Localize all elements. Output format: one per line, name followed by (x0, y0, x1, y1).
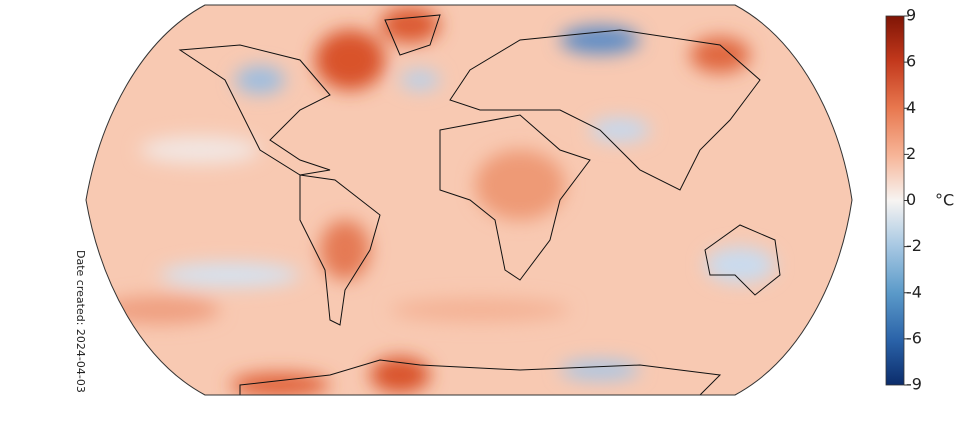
colorbar-tick-label: 6 (906, 52, 916, 71)
map-outline (85, 4, 853, 396)
colorbar (885, 15, 905, 386)
colorbar-tick-label: 9 (906, 6, 916, 25)
colorbar-tick-label: -9 (906, 375, 922, 394)
date-label: Date created: 2024-04-03 (74, 250, 87, 393)
colorbar-tick-label: 4 (906, 98, 916, 117)
anomaly-field (86, 5, 852, 395)
coastlines (178, 14, 781, 395)
colorbar-unit: °C (935, 191, 954, 210)
colorbar-tick-label: -6 (906, 328, 922, 347)
colorbar-tick-label: 2 (906, 144, 916, 163)
colorbar-tick-label: -2 (906, 236, 922, 255)
colorbar-tick-label: 0 (906, 190, 916, 209)
colorbar-tick-label: -4 (906, 282, 922, 301)
